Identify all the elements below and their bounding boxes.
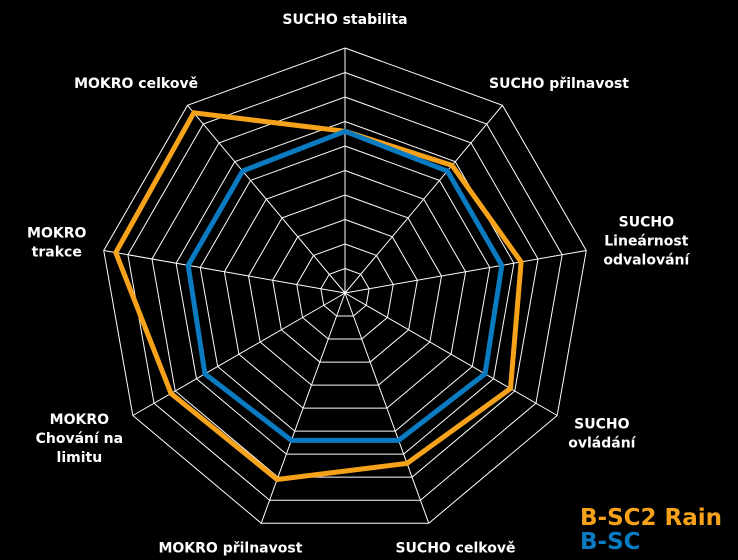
series-line <box>113 110 524 483</box>
axis-label: MOKRO celkově <box>74 75 199 92</box>
grid-ring <box>320 267 370 317</box>
grid-spoke <box>103 249 346 294</box>
grid-spoke <box>344 104 503 294</box>
axis-label: SUCHO ovládání <box>568 416 636 451</box>
axis-label: SUCHO přilnavost <box>489 75 629 92</box>
grid-spoke <box>260 292 346 524</box>
grid-spoke <box>344 249 587 294</box>
grid-ring <box>103 47 587 524</box>
grid-ring <box>151 96 539 478</box>
legend-entry: B-SC <box>580 529 641 555</box>
grid-spoke <box>132 292 346 416</box>
grid-ring <box>296 243 394 340</box>
axis-label: MOKRO přilnavost <box>158 540 303 557</box>
grid-ring <box>199 145 491 432</box>
axis-label: SUCHO celkově <box>395 540 516 557</box>
legend-entry: B-SC2 Rain <box>580 505 723 531</box>
grid-ring <box>247 194 443 386</box>
axis-label: MOKRO trakce <box>27 226 87 262</box>
axis-label: SUCHO Lineárnost odvalování <box>603 214 690 269</box>
grid-ring <box>127 71 563 501</box>
grid-spoke <box>187 104 346 294</box>
series-line <box>185 128 505 443</box>
grid-spoke <box>344 292 430 524</box>
grid-spoke <box>344 292 558 416</box>
grid-ring <box>223 169 467 409</box>
axis-label: MOKRO Chování na limitu <box>35 411 124 466</box>
axis-label: SUCHO stabilita <box>282 12 408 28</box>
grid-ring <box>272 218 418 363</box>
